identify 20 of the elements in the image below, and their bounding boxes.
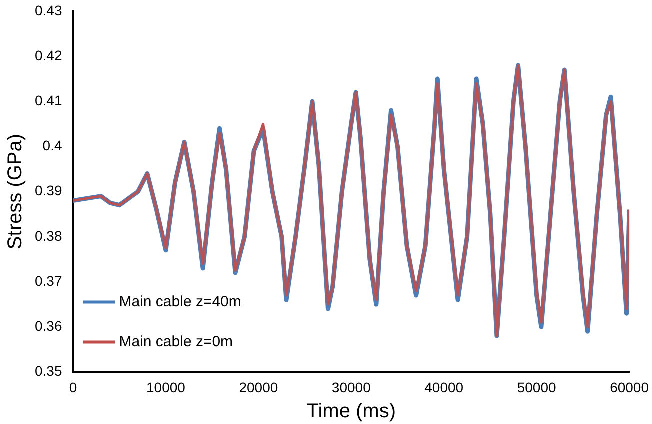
x-tick-label: 50000: [517, 379, 556, 396]
y-tick-label: 0.35: [35, 363, 62, 380]
y-tick-label: 0.41: [35, 92, 62, 108]
x-axis-title: Time (ms): [306, 400, 396, 423]
x-tick-label: 40000: [424, 379, 464, 396]
x-tick-label: 60000: [610, 379, 650, 396]
y-tick-label: 0.39: [35, 182, 62, 199]
y-tick-label: 0.38: [35, 228, 62, 244]
y-tick-label: 0.42: [35, 47, 62, 64]
y-tick-label: 0.43: [35, 2, 62, 18]
x-tick-label: 30000: [332, 379, 372, 396]
y-tick-label: 0.4: [42, 138, 62, 154]
x-tick-label: 0: [69, 379, 78, 396]
x-tick-label: 10000: [146, 379, 186, 396]
y-axis-title: Stress (GPa): [4, 134, 27, 250]
y-tick-label: 0.36: [35, 318, 62, 334]
x-tick-label: 20000: [239, 379, 278, 396]
y-tick-label: 0.37: [35, 272, 62, 289]
legend-label: Main cable z=0m: [119, 333, 234, 350]
legend-label: Main cable z=40m: [119, 293, 242, 310]
